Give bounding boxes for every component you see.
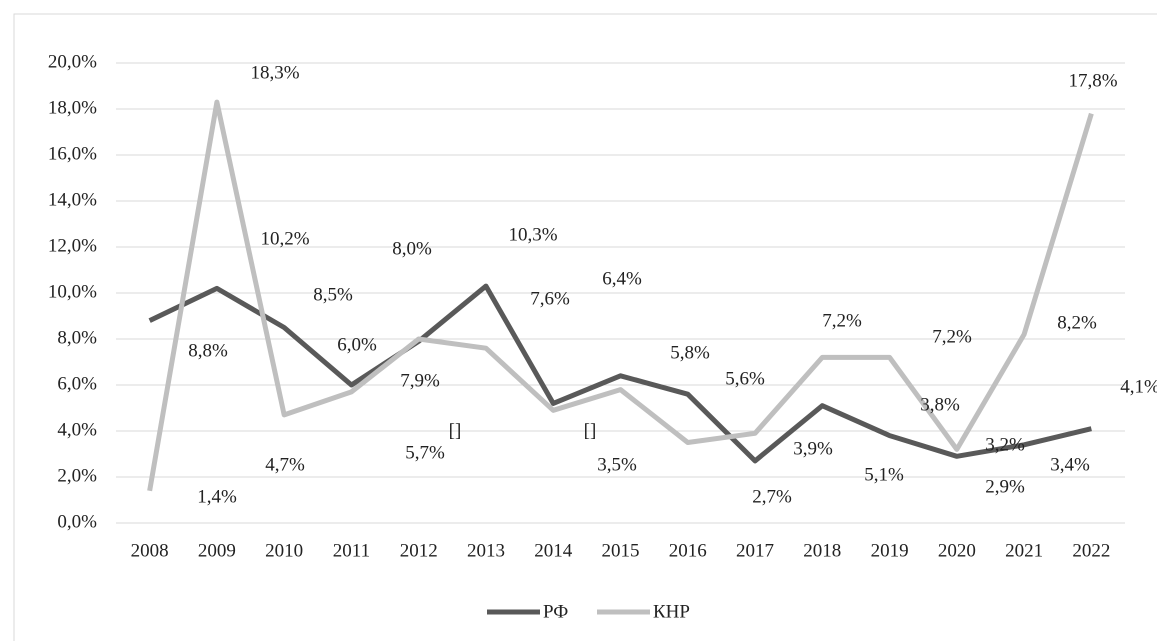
y-tick-label: 16,0% <box>48 143 97 164</box>
data-label: 3,9% <box>793 438 833 459</box>
data-label: 6,4% <box>602 268 642 289</box>
data-label: 6,0% <box>337 334 377 355</box>
data-label: 8,8% <box>188 340 228 361</box>
series-line <box>148 283 1092 464</box>
data-label: 4,1% <box>1120 376 1157 397</box>
data-label: 3,2% <box>985 434 1025 455</box>
y-tick-label: 12,0% <box>48 235 97 256</box>
y-tick-label: 2,0% <box>57 465 97 486</box>
legend-label: КНР <box>653 601 690 622</box>
x-tick-label: 2012 <box>400 540 438 561</box>
x-tick-label: 2017 <box>736 540 774 561</box>
data-label: 2,9% <box>985 476 1025 497</box>
x-tick-label: 2011 <box>333 540 370 561</box>
x-tick-label: 2014 <box>534 540 573 561</box>
data-label: 8,0% <box>392 238 432 259</box>
x-tick-label: 2019 <box>871 540 909 561</box>
x-tick-label: 2016 <box>669 540 707 561</box>
chart-frame <box>13 13 1157 641</box>
data-label: 7,6% <box>530 288 570 309</box>
data-label: 3,4% <box>1050 454 1090 475</box>
x-tick-label: 2010 <box>265 540 303 561</box>
data-label: 5,7% <box>405 442 445 463</box>
data-label: 10,3% <box>508 224 557 245</box>
x-tick-label: 2021 <box>1005 540 1043 561</box>
data-label: 18,3% <box>250 62 299 83</box>
data-label: 4,7% <box>265 454 305 475</box>
data-label: [] <box>449 420 462 441</box>
data-label: 1,4% <box>197 486 237 507</box>
data-label: 7,9% <box>400 370 440 391</box>
data-label: 8,5% <box>313 284 353 305</box>
data-label: [] <box>584 420 597 441</box>
data-label: 8,2% <box>1057 312 1097 333</box>
y-tick-label: 0,0% <box>57 511 97 532</box>
x-tick-label: 2018 <box>803 540 841 561</box>
x-tick-label: 2008 <box>131 540 169 561</box>
data-label: 5,8% <box>670 342 710 363</box>
y-tick-label: 18,0% <box>48 97 97 118</box>
data-label: 7,2% <box>822 310 862 331</box>
y-tick-label: 6,0% <box>57 373 97 394</box>
data-label: 17,8% <box>1068 70 1117 91</box>
data-label: 3,5% <box>597 454 637 475</box>
y-tick-label: 8,0% <box>57 327 97 348</box>
data-label: 10,2% <box>260 228 309 249</box>
x-tick-label: 2013 <box>467 540 505 561</box>
x-tick-label: 2015 <box>602 540 640 561</box>
data-label: 7,2% <box>932 326 972 347</box>
y-tick-label: 10,0% <box>48 281 97 302</box>
x-tick-label: 2009 <box>198 540 236 561</box>
data-label: 5,1% <box>864 464 904 485</box>
data-label: 5,6% <box>725 368 765 389</box>
y-tick-label: 14,0% <box>48 189 97 210</box>
data-label: 2,7% <box>752 486 792 507</box>
legend-label: РФ <box>543 601 568 622</box>
data-label: 3,8% <box>920 394 960 415</box>
x-tick-label: 2020 <box>938 540 976 561</box>
y-tick-label: 4,0% <box>57 419 97 440</box>
series-line <box>147 99 1094 492</box>
x-tick-label: 2022 <box>1072 540 1110 561</box>
y-tick-label: 20,0% <box>48 51 97 72</box>
